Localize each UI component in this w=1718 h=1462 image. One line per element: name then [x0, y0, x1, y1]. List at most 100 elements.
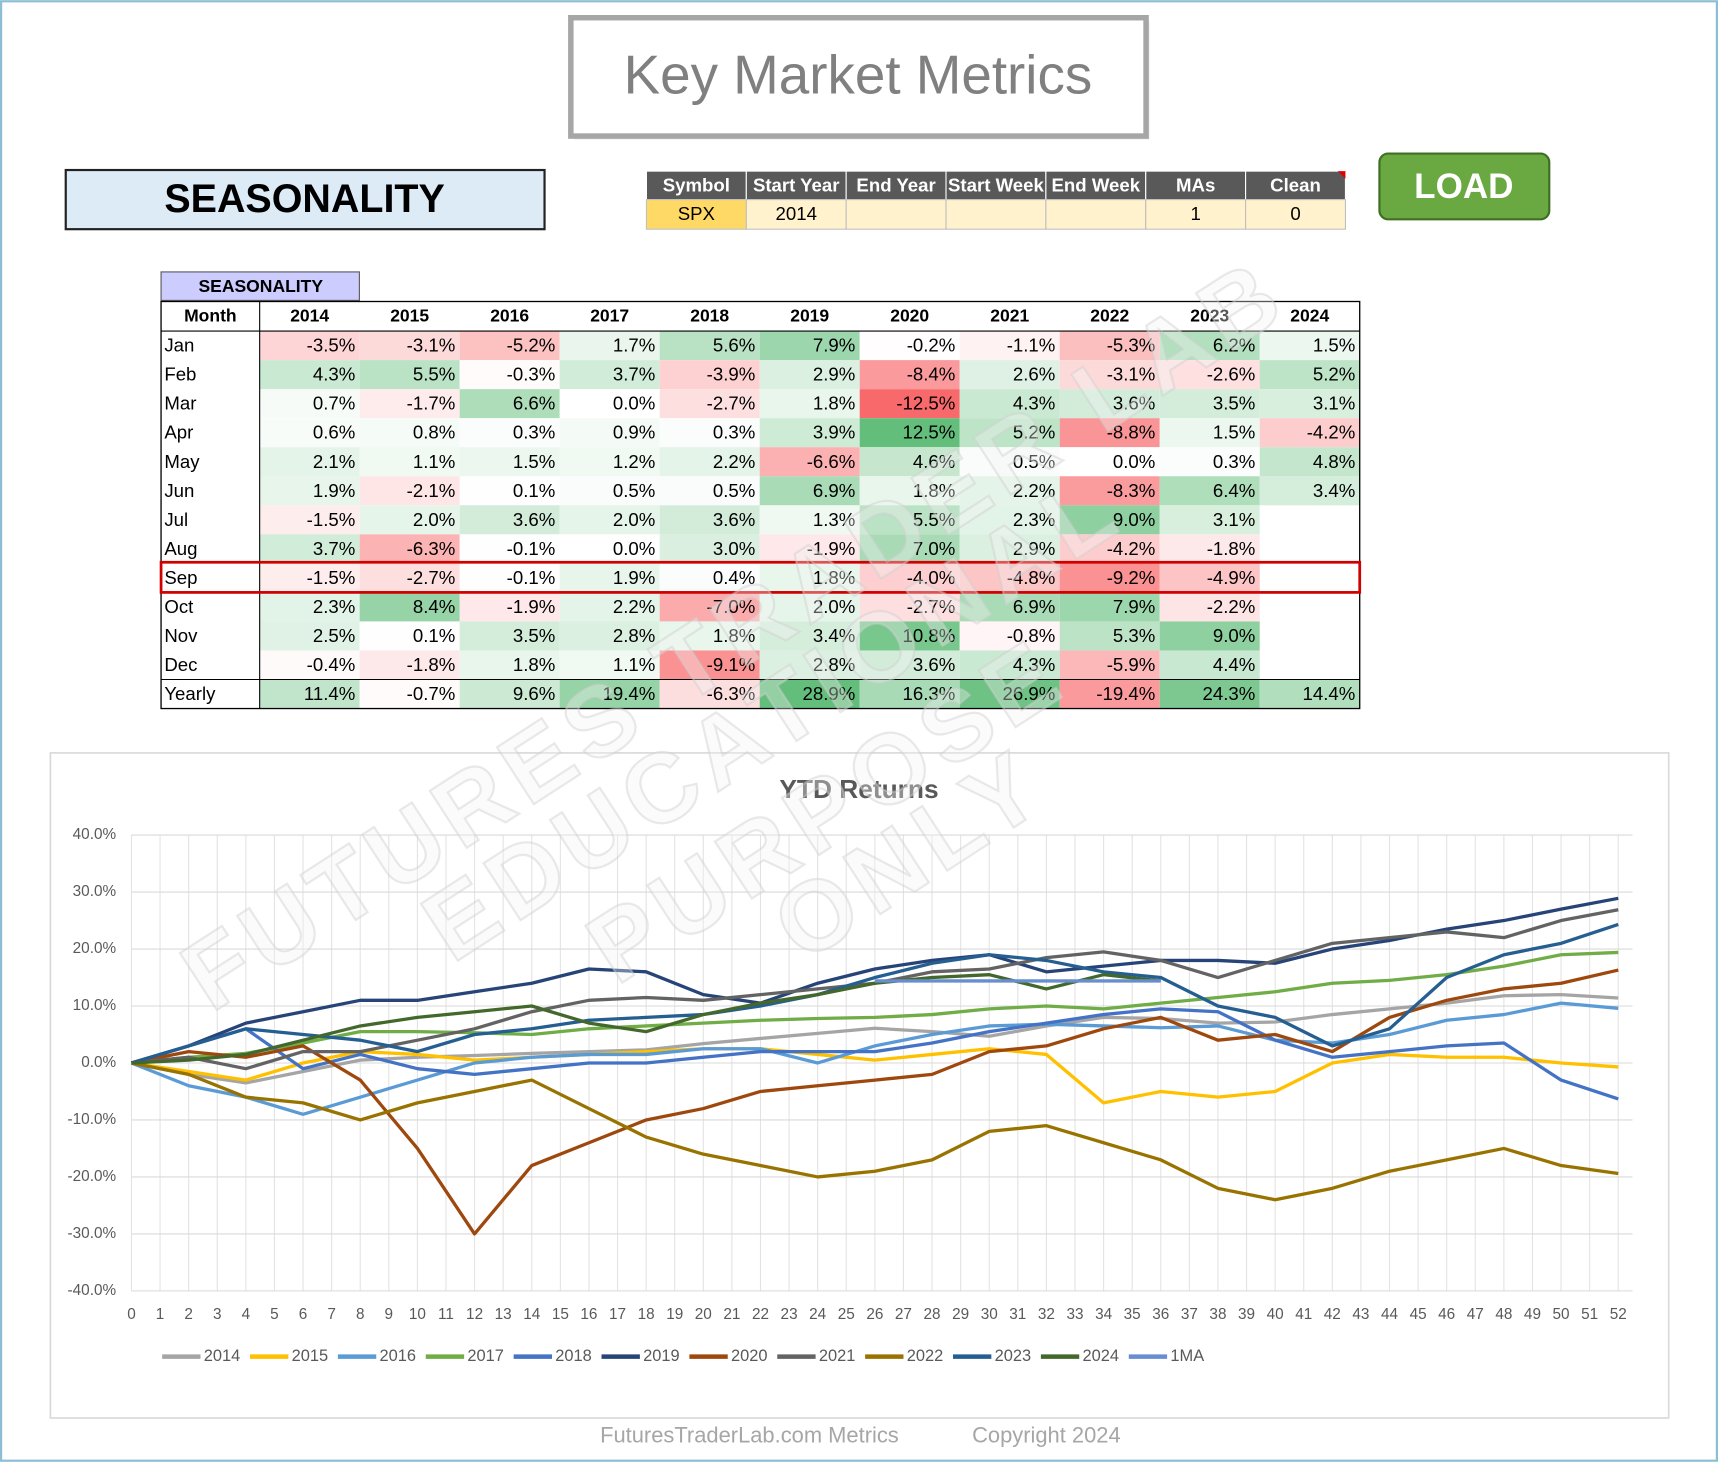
cell-value: 24.3% — [1203, 683, 1256, 704]
x-tick-label: 11 — [438, 1306, 454, 1323]
cell-value: -0.7% — [407, 683, 456, 704]
x-tick-label: 16 — [580, 1306, 597, 1323]
cell-value: 3.1% — [1313, 393, 1355, 414]
footer-copyright: Copyright 2024 — [972, 1422, 1121, 1447]
column-header: 2018 — [690, 305, 729, 325]
x-tick-label: 10 — [409, 1306, 426, 1323]
input-value: 1 — [1190, 203, 1200, 224]
cell-value: 3.6% — [913, 654, 955, 675]
load-button-label[interactable]: LOAD — [1414, 167, 1513, 206]
column-header: Month — [184, 305, 237, 325]
cell-value: 1.7% — [613, 335, 655, 356]
heat-cell — [1059, 563, 1160, 593]
heat-cell — [1059, 389, 1160, 419]
x-tick-label: 50 — [1553, 1306, 1570, 1323]
input-cell — [1045, 199, 1147, 230]
heat-cell — [1159, 331, 1260, 361]
heat-cell — [359, 534, 460, 564]
cell-value: 4.6% — [913, 451, 955, 472]
heat-cell — [1159, 534, 1260, 564]
x-tick-label: 44 — [1381, 1306, 1399, 1323]
heat-cell — [559, 650, 660, 680]
heat-cell — [859, 418, 960, 448]
cell-value: 2.2% — [713, 451, 755, 472]
legend-label: 2017 — [467, 1347, 504, 1365]
load-button[interactable] — [1378, 152, 1551, 221]
heat-cell — [859, 650, 960, 680]
x-tick-label: 45 — [1410, 1306, 1427, 1323]
heat-cell — [459, 650, 560, 680]
heat-cell — [259, 621, 360, 651]
heat-cell — [559, 447, 660, 477]
heat-cell — [1259, 360, 1360, 390]
heat-cell — [1159, 418, 1260, 448]
series-line — [131, 1061, 1619, 1202]
cell-value: -0.3% — [507, 364, 556, 385]
x-tick-label: 29 — [952, 1306, 969, 1323]
series-line — [131, 922, 1619, 1065]
cell-value: -8.8% — [1107, 422, 1156, 443]
cell-value: -9.2% — [1107, 567, 1156, 588]
y-tick-label: 40.0% — [73, 826, 117, 843]
cell-value: -1.8% — [407, 654, 456, 675]
heat-cell — [359, 592, 460, 622]
cell-value: -0.8% — [1007, 625, 1056, 646]
x-tick-label: 17 — [609, 1306, 626, 1323]
heat-cell — [459, 360, 560, 390]
y-tick-label: 0.0% — [81, 1054, 116, 1071]
y-tick-label: 10.0% — [73, 997, 117, 1014]
cell-value: -19.4% — [1096, 683, 1155, 704]
cell-value: 0.1% — [413, 625, 455, 646]
heat-cell — [659, 331, 760, 361]
cell-value: 7.9% — [813, 335, 855, 356]
row-label: Yearly — [164, 683, 216, 704]
cell-value: 28.9% — [803, 683, 856, 704]
cell-value: 2.0% — [413, 509, 455, 530]
heat-cell — [759, 679, 860, 709]
cell-value: 3.7% — [313, 538, 355, 559]
cell-value: 5.6% — [713, 335, 755, 356]
x-tick-label: 24 — [809, 1306, 827, 1323]
cell-value: 2.0% — [813, 596, 855, 617]
cell-value: -5.9% — [1107, 654, 1156, 675]
cell-value: -7.0% — [707, 596, 756, 617]
heat-cell — [459, 447, 560, 477]
input-header-cell — [945, 170, 1047, 201]
heat-cell — [1259, 679, 1360, 709]
heat-cell — [759, 592, 860, 622]
cell-value: 3.1% — [1213, 509, 1255, 530]
row-label: Jun — [164, 480, 194, 501]
cell-value: 1.8% — [813, 393, 855, 414]
heat-cell — [259, 679, 360, 709]
x-tick-label: 22 — [752, 1306, 769, 1323]
heat-cell — [359, 679, 460, 709]
legend-label: 2022 — [907, 1347, 944, 1365]
row-label: Nov — [164, 625, 198, 646]
cell-value: 1.8% — [713, 625, 755, 646]
cell-value: 2.3% — [1013, 509, 1055, 530]
heat-cell — [1159, 360, 1260, 390]
heat-cell — [259, 505, 360, 535]
page-title: Key Market Metrics — [624, 44, 1093, 106]
x-tick-label: 40 — [1267, 1306, 1284, 1323]
cell-value: 9.0% — [1213, 625, 1255, 646]
x-tick-label: 13 — [495, 1306, 512, 1323]
row-label: May — [164, 451, 200, 472]
input-cell — [1245, 199, 1347, 230]
cell-value: -5.3% — [1107, 335, 1156, 356]
cell-value: 1.9% — [613, 567, 655, 588]
heat-cell — [959, 476, 1060, 506]
x-tick-label: 8 — [356, 1306, 365, 1323]
row-label: Oct — [164, 596, 194, 617]
heat-cell — [759, 650, 860, 680]
heat-cell — [359, 505, 460, 535]
heat-cell — [359, 418, 460, 448]
heat-cell — [459, 331, 560, 361]
x-tick-label: 32 — [1038, 1306, 1055, 1323]
input-cell — [945, 199, 1047, 230]
cell-value: 2.8% — [613, 625, 655, 646]
input-header-cell — [1145, 170, 1247, 201]
cell-value: -3.5% — [307, 335, 356, 356]
cell-value: 6.9% — [1013, 596, 1055, 617]
heat-cell — [1159, 650, 1260, 680]
